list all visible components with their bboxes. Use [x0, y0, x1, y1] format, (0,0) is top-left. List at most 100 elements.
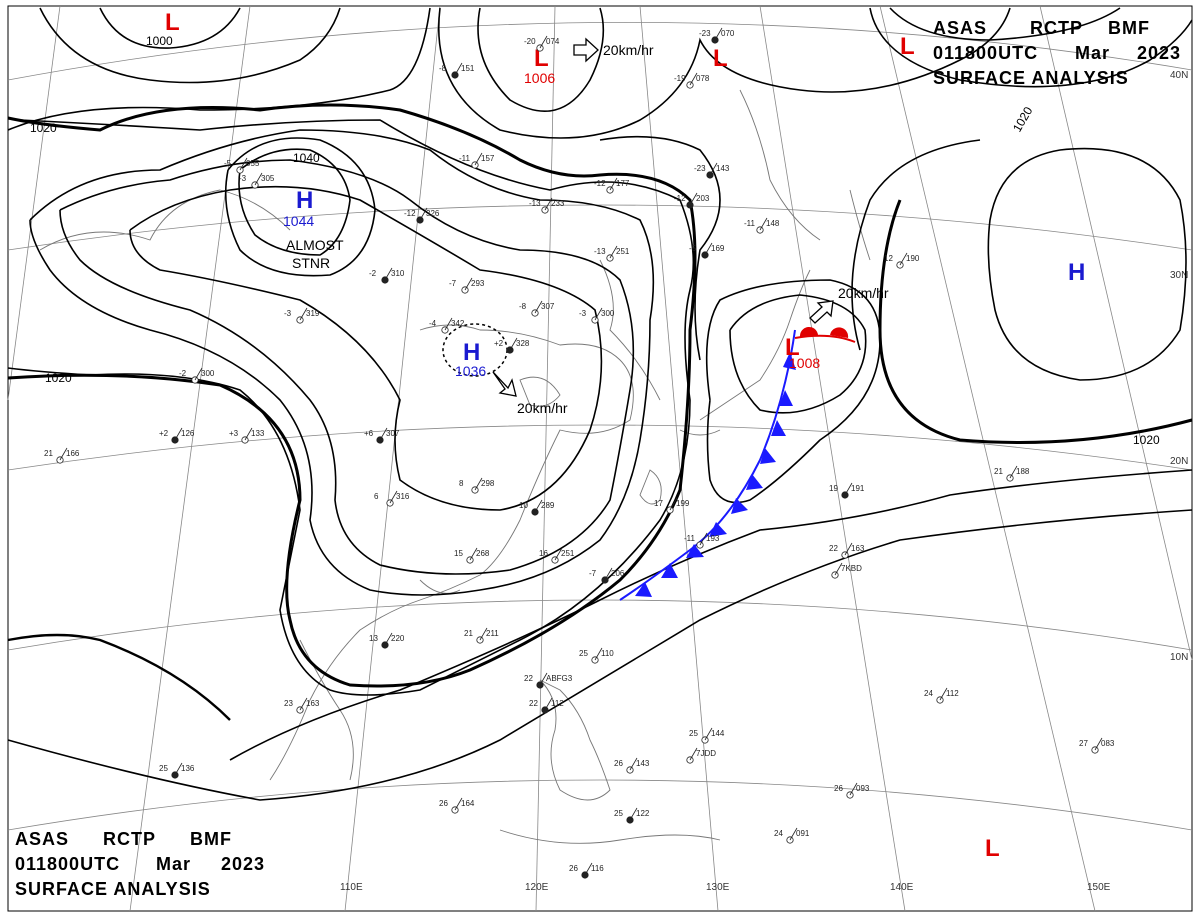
station-plot: 268 15 — [454, 547, 490, 564]
station-wind-barb — [594, 647, 603, 661]
station-plots: 151 -8 157 -11 233 -13 326 -12 293 -7 307 -8 328 +2 34… — [44, 27, 1115, 879]
lat-label-20n: 20N — [1170, 456, 1188, 467]
station-pressure-value: 305 — [261, 174, 275, 183]
header-top-line2-a: 011800UTC — [933, 43, 1038, 63]
station-wind-barb — [389, 490, 398, 504]
station-temperature-value: -3 — [239, 174, 247, 183]
station-wind-barb — [454, 62, 463, 76]
station-plot: 211 21 — [464, 627, 499, 644]
station-wind-barb — [444, 317, 453, 331]
station-pressure-value: 166 — [66, 449, 80, 458]
header-bottom-line1-a: ASAS — [15, 829, 69, 849]
station-wind-barb — [544, 197, 553, 211]
low-japan-motion-arrow — [809, 300, 834, 324]
low-japan-pressure: 1008 — [789, 355, 820, 371]
header-bottom-line2-b: Mar — [156, 854, 191, 874]
station-temperature-value: +6 — [364, 429, 374, 438]
station-pressure-value: 136 — [181, 764, 195, 773]
front-triangle — [686, 544, 704, 558]
station-wind-barb — [689, 192, 698, 206]
lon-line-110e — [344, 5, 441, 912]
front-triangle — [709, 522, 727, 537]
station-temperature-value: -8 — [519, 302, 527, 311]
station-pressure-value: 319 — [306, 309, 320, 318]
isobar-1012-japan — [729, 294, 867, 414]
station-pressure-value: 070 — [721, 29, 735, 38]
station-pressure-value: 328 — [516, 339, 530, 348]
coast-sakhalin — [739, 89, 821, 241]
isobar-1012-south — [7, 509, 1193, 801]
station-pressure-value: 177 — [616, 179, 630, 188]
lon-line-130e — [639, 5, 719, 912]
station-wind-barb — [699, 532, 708, 546]
header-bottom-line1-b: RCTP — [103, 829, 156, 849]
station-temperature-value: 10 — [519, 501, 528, 510]
station-wind-barb — [194, 367, 203, 381]
pressure-systems: H 1044 ALMOST STNR H 1036 20km/hr H L 10… — [165, 9, 1085, 862]
station-plot: 093 26 — [834, 782, 870, 799]
coast-borneo — [499, 829, 721, 844]
station-plot: 163 23 — [284, 697, 320, 714]
station-pressure-value: 074 — [546, 37, 560, 46]
station-pressure-value: 151 — [461, 64, 475, 73]
station-wind-barb — [239, 157, 248, 171]
station-plot: 122 25 — [614, 807, 650, 824]
high-mongolia-note2: STNR — [292, 255, 330, 271]
station-plot: 342 -4 — [429, 317, 465, 334]
station-plot: 136 25 — [159, 762, 195, 779]
station-wind-barb — [539, 35, 548, 49]
station-wind-barb — [479, 627, 488, 641]
isobar-1028 — [29, 129, 655, 596]
station-temperature-value: -2 — [369, 269, 377, 278]
station-wind-barb — [714, 27, 723, 41]
station-plot: 307 -8 — [519, 300, 555, 317]
station-plot: ABFG3 22 — [524, 672, 573, 689]
station-plot: 163 22 — [829, 542, 865, 559]
isobar-1008-north — [477, 7, 605, 113]
station-plot: 151 -8 — [439, 62, 475, 79]
coast-china — [269, 324, 634, 781]
station-pressure-value: 251 — [616, 247, 630, 256]
isobar-1020-pacific — [878, 199, 1193, 444]
station-pressure-value: 289 — [541, 501, 555, 510]
station-pressure-value: 211 — [486, 629, 499, 638]
header-top-line1-b: RCTP — [1030, 18, 1083, 38]
station-plot: 126 +2 — [159, 427, 195, 444]
station-plot: 319 -3 — [284, 307, 320, 324]
station-temperature-value: 25 — [159, 764, 168, 773]
station-wind-barb — [629, 757, 638, 771]
station-pressure-value: 112 — [946, 689, 959, 698]
lat-line-40n — [7, 22, 1193, 81]
graticule — [7, 5, 1193, 912]
station-plot: 298 8 — [459, 477, 495, 494]
lat-label-10n: 10N — [1170, 652, 1188, 663]
station-wind-barb — [384, 632, 393, 646]
station-wind-barb — [469, 547, 478, 561]
station-plot: 220 13 — [369, 632, 405, 649]
low-north-symbol: L — [534, 45, 549, 72]
station-pressure-value: 055 — [246, 159, 260, 168]
station-wind-barb — [534, 300, 543, 314]
station-temperature-value: 21 — [464, 629, 473, 638]
station-temperature-value: 15 — [454, 549, 463, 558]
station-plot: 206 -7 — [589, 567, 625, 584]
station-temperature-value: 16 — [539, 549, 548, 558]
station-plot: 166 21 — [44, 447, 80, 464]
station-plot: 233 -13 — [529, 197, 565, 214]
cold-front-line — [619, 329, 796, 601]
station-temperature-value: 25 — [689, 729, 698, 738]
station-temperature-value: -23 — [699, 29, 711, 38]
station-plot: 157 -11 — [459, 152, 495, 169]
station-temperature-value: 8 — [459, 479, 464, 488]
station-temperature-value: -3 — [284, 309, 292, 318]
lat-label-40n: 40N — [1170, 70, 1188, 81]
header-top-line3: SURFACE ANALYSIS — [933, 68, 1129, 88]
lon-label-140e: 140E — [890, 882, 914, 893]
station-pressure-value: 164 — [461, 799, 475, 808]
station-wind-barb — [899, 252, 908, 266]
station-temperature-value: +3 — [229, 429, 239, 438]
station-temperature-value: 22 — [829, 544, 838, 553]
low-north-pressure: 1006 — [524, 70, 555, 86]
station-pressure-value: 122 — [636, 809, 650, 818]
isobar-ne-2 — [869, 7, 1193, 88]
